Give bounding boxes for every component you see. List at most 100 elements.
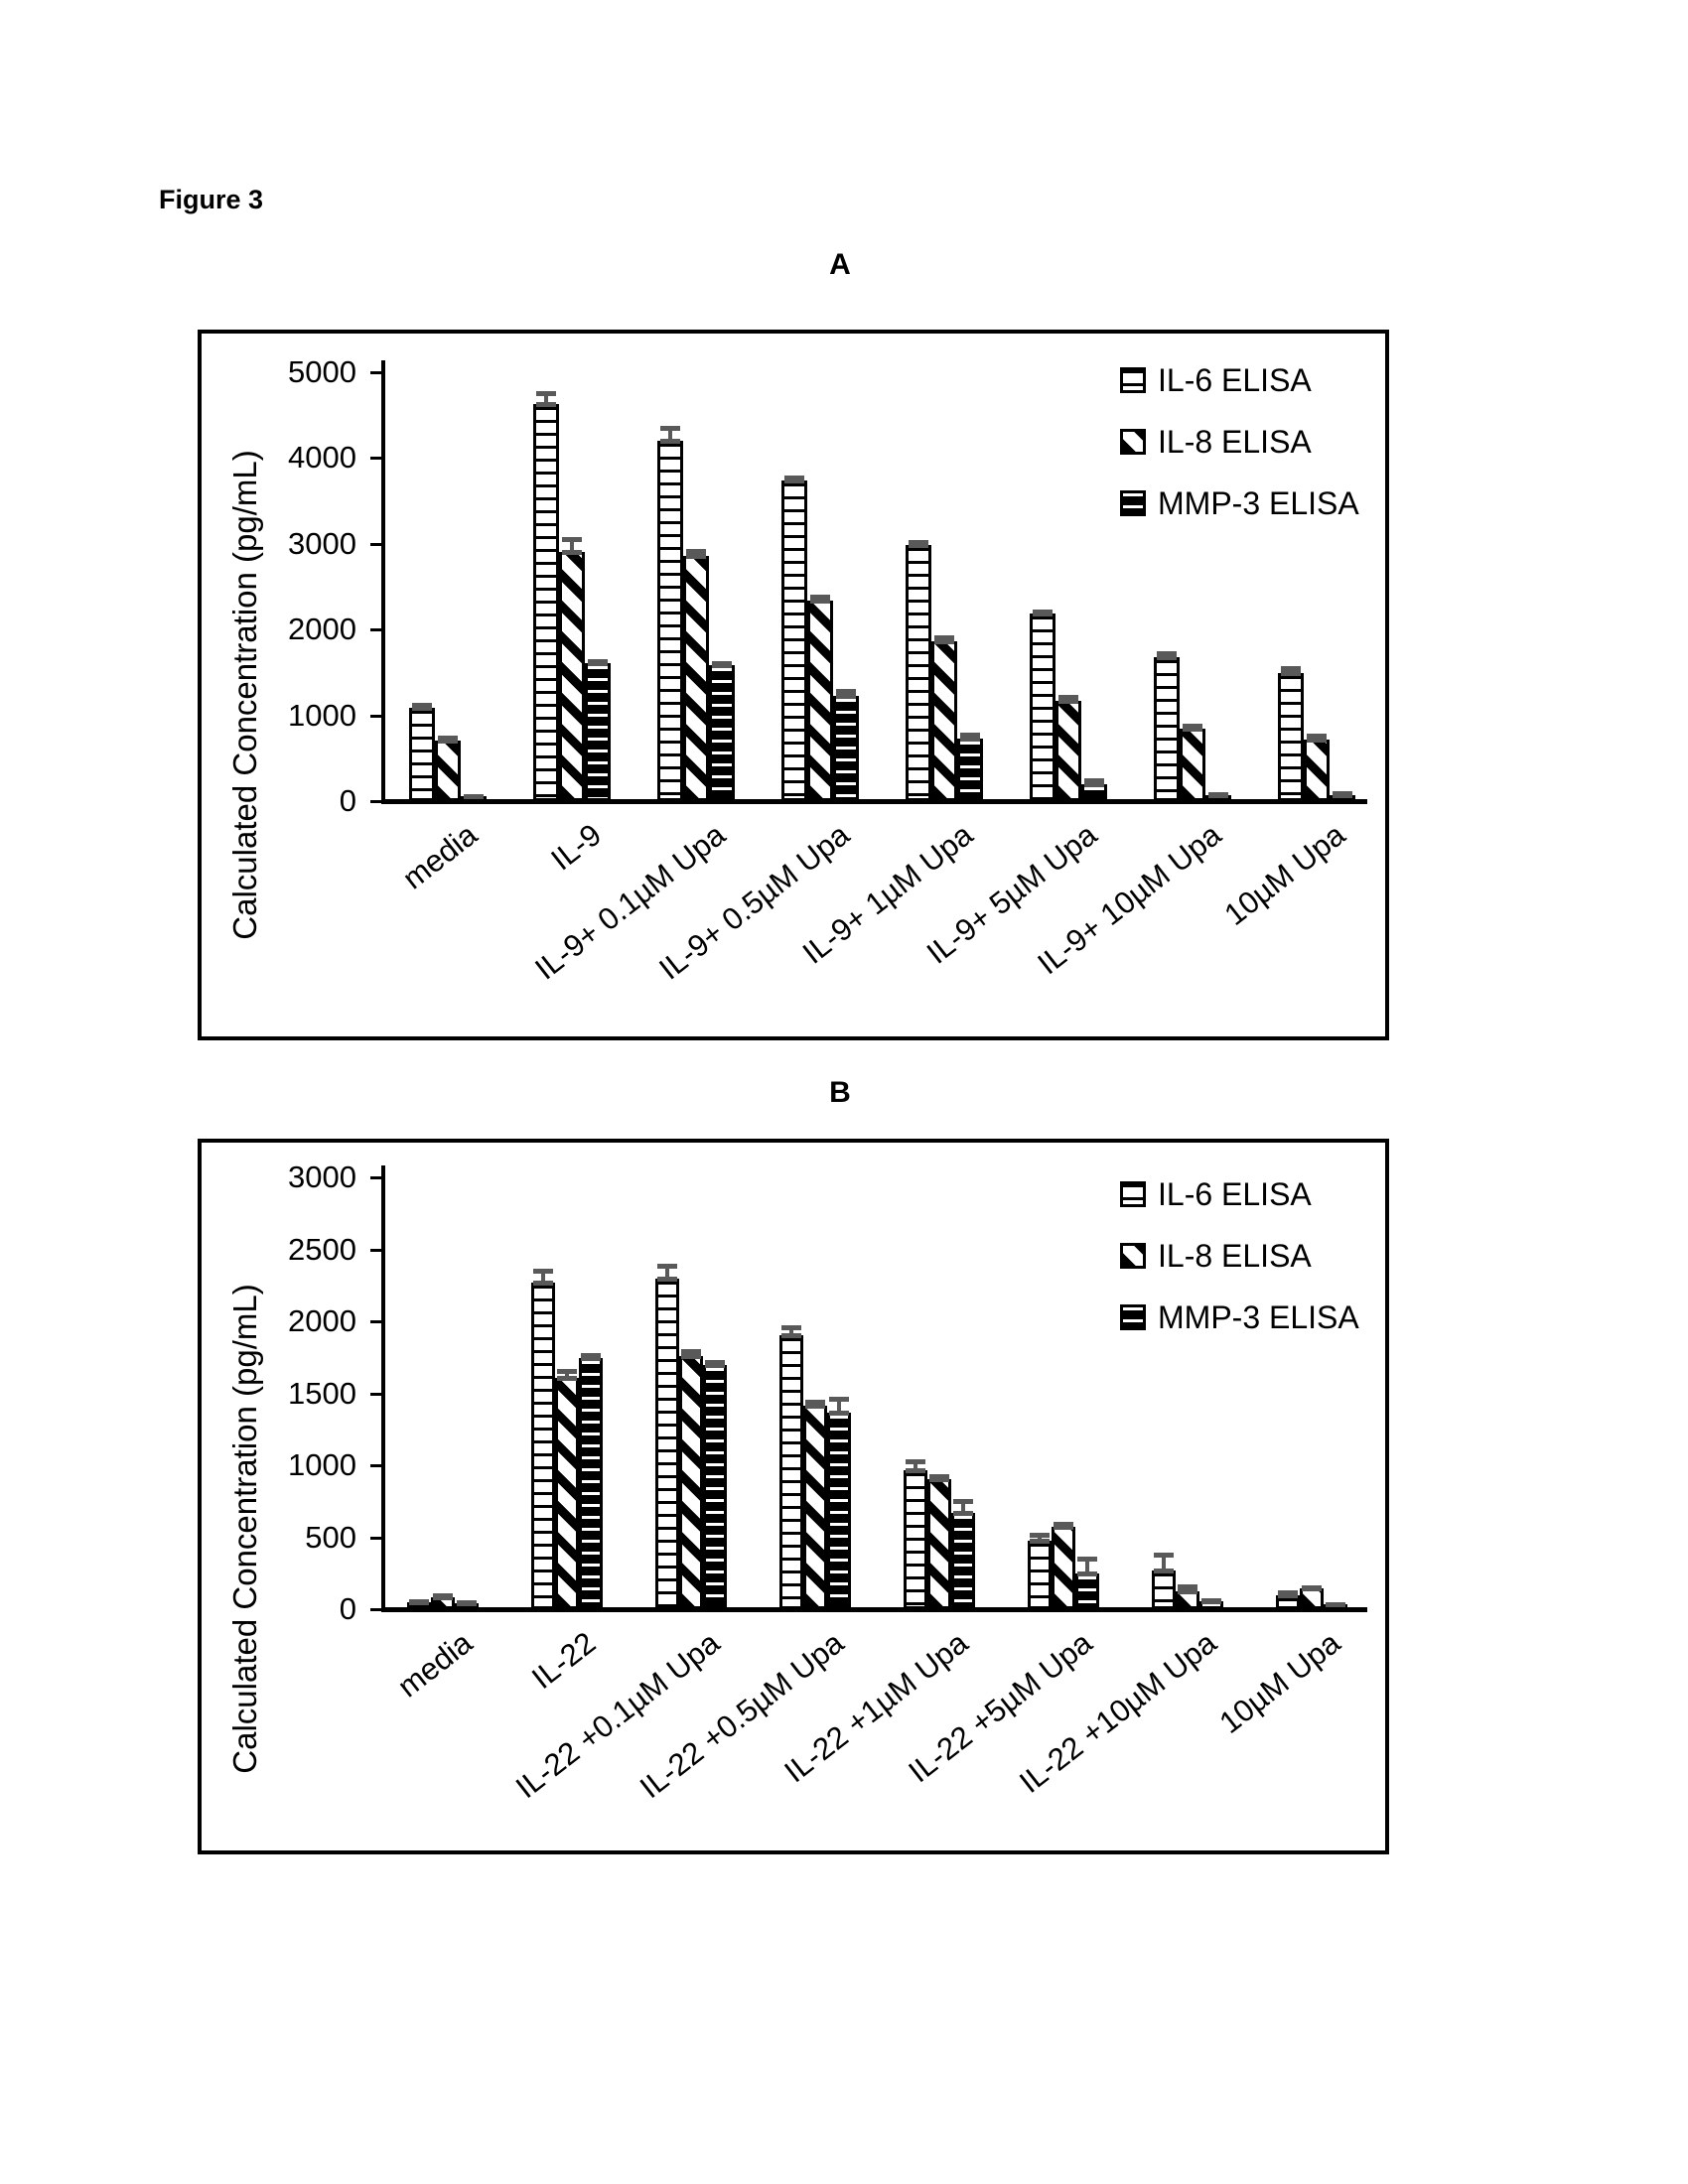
- error-bar-cap-top: [1178, 1583, 1197, 1589]
- bar-il6-elisa: [657, 440, 683, 801]
- bar-mmp3-elisa: [585, 663, 611, 801]
- error-bar-stem: [668, 428, 672, 442]
- error-bar-cap-bottom: [681, 1354, 701, 1360]
- y-tick-label: 2500: [288, 1231, 356, 1267]
- bar-il6-elisa: [1152, 1570, 1176, 1609]
- error-bar-cap-bottom: [1281, 671, 1301, 677]
- error-bar-stem: [1162, 1554, 1166, 1571]
- error-bar-cap-top: [557, 1369, 577, 1375]
- error-bar-cap-top: [1077, 1557, 1097, 1563]
- error-bar-cap-top: [1154, 1552, 1174, 1558]
- bar-il8-elisa: [1180, 728, 1205, 801]
- legend-swatch-il6-elisa: [1120, 1181, 1146, 1207]
- error-bar-cap-top: [660, 426, 680, 432]
- legend-label-il8-elisa: IL-8 ELISA: [1158, 424, 1312, 460]
- x-category-label: media: [390, 1625, 479, 1705]
- bar-mmp3-elisa: [827, 1412, 851, 1609]
- error-bar-cap-bottom: [581, 1355, 601, 1361]
- y-tick-label: 1000: [288, 1447, 356, 1482]
- bar-il8-elisa: [931, 641, 957, 801]
- x-category-label: 10µM Upa: [1217, 817, 1352, 933]
- error-bar-cap-top: [681, 1349, 701, 1355]
- bar-il6-elisa: [655, 1278, 679, 1609]
- bar-il8-elisa: [435, 740, 461, 801]
- y-tick-mark: [370, 1464, 384, 1467]
- error-bar-cap-top: [805, 1400, 825, 1406]
- error-bar-cap-top: [1054, 1522, 1073, 1528]
- bar-il8-elisa: [1300, 1588, 1324, 1609]
- error-bar-cap-bottom: [1077, 1571, 1097, 1577]
- legend-swatch-mmp3-elisa: [1120, 1304, 1146, 1330]
- error-bar-cap-bottom: [929, 1476, 949, 1482]
- error-bar-stem: [1289, 668, 1293, 675]
- error-bar-cap-bottom: [1208, 792, 1228, 798]
- error-bar-cap-bottom: [712, 663, 732, 669]
- error-bar-stem: [1085, 1559, 1089, 1575]
- error-bar-cap-bottom: [660, 438, 680, 444]
- y-tick-label: 2000: [288, 1303, 356, 1338]
- error-bar-cap-bottom: [1157, 654, 1177, 660]
- bar-mmp3-elisa: [1075, 1573, 1099, 1609]
- error-bar-cap-bottom: [433, 1595, 453, 1601]
- y-tick-label: 1500: [288, 1375, 356, 1411]
- y-axis-line: [381, 360, 385, 803]
- error-bar-cap-bottom: [562, 550, 582, 556]
- legend-label-il6-elisa: IL-6 ELISA: [1158, 362, 1312, 398]
- y-tick-label: 4000: [288, 440, 356, 476]
- y-tick-label: 2000: [288, 612, 356, 647]
- error-bar-cap-bottom: [438, 738, 458, 744]
- error-bar-stem: [837, 1399, 841, 1414]
- y-tick-mark: [370, 1608, 384, 1611]
- error-bar-cap-bottom: [829, 1410, 849, 1416]
- error-bar-cap-bottom: [906, 1467, 925, 1473]
- error-bar-cap-top: [810, 594, 830, 600]
- y-tick-mark: [370, 457, 384, 461]
- y-tick-mark: [370, 714, 384, 718]
- error-bar-cap-bottom: [557, 1376, 577, 1381]
- panel-letter-a: A: [829, 248, 851, 281]
- legend-swatch-mmp3-elisa: [1120, 490, 1146, 516]
- error-bar-cap-bottom: [686, 553, 706, 559]
- legend-label-mmp3-elisa: MMP-3 ELISA: [1158, 1299, 1359, 1335]
- error-bar-cap-top: [781, 1324, 801, 1330]
- error-bar-cap-bottom: [657, 1276, 677, 1282]
- error-bar-cap-top: [1281, 666, 1301, 672]
- error-bar-cap-bottom: [409, 1600, 429, 1606]
- error-bar-stem: [665, 1266, 669, 1280]
- error-bar-cap-bottom: [805, 1403, 825, 1409]
- bar-mmp3-elisa: [957, 739, 983, 801]
- bar-il6-elisa: [781, 479, 807, 801]
- bar-il6-elisa: [1030, 613, 1055, 801]
- bar-il8-elisa: [927, 1478, 951, 1609]
- y-tick-mark: [370, 1176, 384, 1179]
- error-bar-cap-top: [705, 1360, 725, 1366]
- error-bar-cap-top: [829, 1397, 849, 1403]
- y-axis-title: Calculated Concentration (pg/mL): [226, 450, 263, 940]
- error-bar-cap-bottom: [960, 737, 980, 743]
- error-bar-cap-bottom: [533, 1281, 553, 1287]
- error-bar-cap-top: [953, 1498, 973, 1504]
- error-bar-cap-top: [657, 1264, 677, 1270]
- legend-label-il6-elisa: IL-6 ELISA: [1158, 1176, 1312, 1212]
- bar-il8-elisa: [555, 1378, 579, 1609]
- bar-il8-elisa: [1052, 1527, 1075, 1609]
- y-tick-mark: [370, 1248, 384, 1252]
- bar-mmp3-elisa: [579, 1357, 603, 1609]
- error-bar-cap-top: [1307, 733, 1327, 739]
- error-bar-cap-top: [581, 1353, 601, 1359]
- error-bar-cap-bottom: [1183, 726, 1202, 732]
- error-bar-cap-bottom: [810, 598, 830, 604]
- bar-il6-elisa: [409, 707, 435, 801]
- error-bar-cap-bottom: [1201, 1599, 1221, 1605]
- error-bar-stem: [961, 1500, 965, 1514]
- legend-label-mmp3-elisa: MMP-3 ELISA: [1158, 485, 1359, 521]
- bar-il6-elisa: [1278, 673, 1304, 801]
- y-tick-label: 500: [305, 1519, 356, 1555]
- bar-il8-elisa: [1304, 739, 1330, 801]
- y-axis-line: [381, 1165, 385, 1611]
- bar-il6-elisa: [531, 1283, 555, 1609]
- error-bar-cap-top: [906, 1458, 925, 1464]
- error-bar-stem: [565, 1371, 569, 1379]
- x-axis-line: [381, 799, 1367, 804]
